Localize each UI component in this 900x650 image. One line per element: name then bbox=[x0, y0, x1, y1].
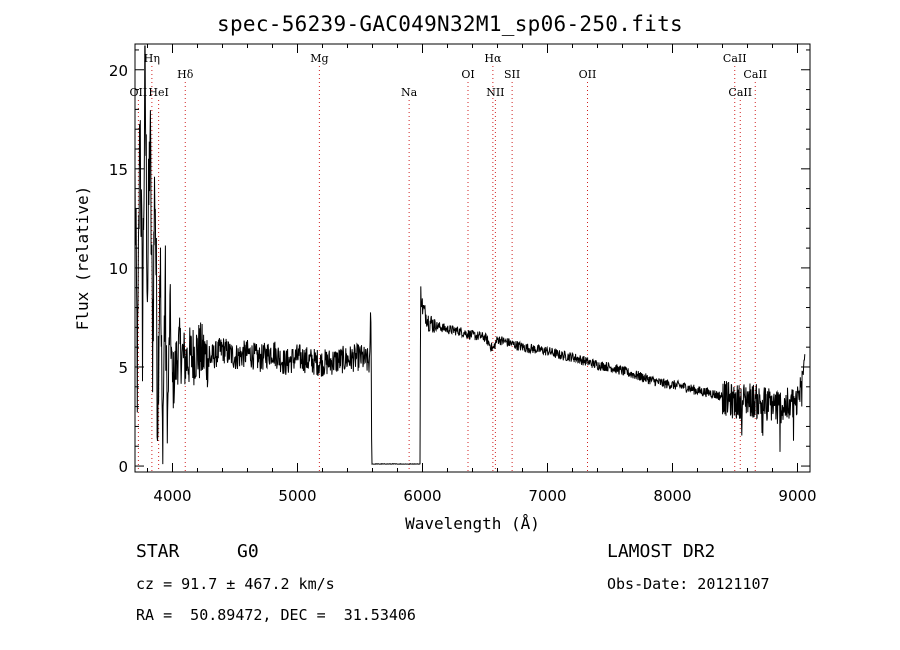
x-tick-label: 4000 bbox=[153, 487, 191, 505]
line-marker-label: OII bbox=[130, 86, 148, 99]
y-tick-label: 0 bbox=[118, 458, 128, 476]
observation-date: Obs-Date: 20121107 bbox=[607, 575, 770, 593]
sky-coordinates: RA = 50.89472, DEC = 31.53406 bbox=[136, 606, 416, 624]
y-tick-label: 20 bbox=[109, 62, 128, 80]
y-tick-label: 10 bbox=[109, 260, 128, 278]
line-marker-label: Hα bbox=[484, 52, 502, 65]
x-tick-label: 6000 bbox=[403, 487, 441, 505]
object-subclass: G0 bbox=[237, 541, 259, 562]
line-marker-label: NII bbox=[486, 86, 504, 99]
plot-frame bbox=[134, 43, 811, 473]
x-tick-label: 8000 bbox=[653, 487, 691, 505]
line-marker-label: OII bbox=[579, 68, 597, 81]
x-tick-label: 5000 bbox=[278, 487, 316, 505]
y-tick-label: 15 bbox=[109, 161, 128, 179]
y-axis-label: Flux (relative) bbox=[73, 186, 92, 331]
x-axis-label: Wavelength (Å) bbox=[405, 514, 540, 533]
redshift-velocity: cz = 91.7 ± 467.2 km/s bbox=[136, 575, 335, 593]
x-tick-label: 7000 bbox=[528, 487, 566, 505]
line-marker-label: CaII bbox=[728, 86, 752, 99]
line-marker-label: SII bbox=[504, 68, 520, 81]
x-tick-label: 9000 bbox=[778, 487, 816, 505]
line-marker-label: Hη bbox=[144, 52, 160, 65]
line-marker-label: CaII bbox=[723, 52, 747, 65]
chart-title: spec-56239-GAC049N32M1_sp06-250.fits bbox=[217, 12, 683, 36]
y-tick-label: 5 bbox=[118, 359, 128, 377]
survey-name: LAMOST DR2 bbox=[607, 541, 716, 562]
line-marker-label: OI bbox=[461, 68, 474, 81]
axis-ticks: 4000 5000 6000 7000 8000 9000 0 5 10 15 20 bbox=[109, 44, 817, 505]
object-class: STAR bbox=[136, 541, 180, 562]
line-marker-label: Mg bbox=[310, 52, 328, 65]
flux-series-line bbox=[134, 45, 806, 465]
line-marker-label: HeI bbox=[148, 86, 168, 99]
line-marker-label: CaII bbox=[743, 68, 767, 81]
line-marker-label: Na bbox=[401, 86, 418, 99]
line-marker-label: Hδ bbox=[177, 68, 194, 81]
